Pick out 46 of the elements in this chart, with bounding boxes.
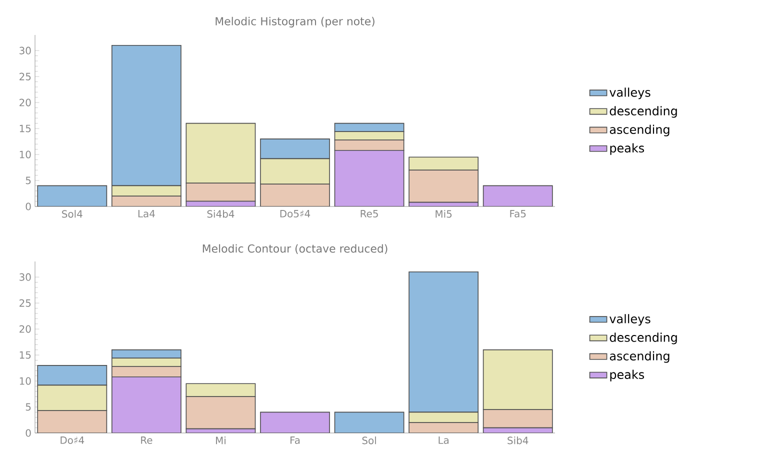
bar [334,150,404,206]
legend-label: descending [610,332,677,344]
y-tick-label: 15 [20,124,31,132]
x-tick-label: Mi5 [436,210,452,218]
bar [334,412,404,433]
chart-title: Melodic Histogram (per note) [216,16,374,28]
bar [260,412,330,433]
x-tick-label: Fa5 [510,210,526,218]
x-tick-label: Re5 [360,210,378,218]
x-tick-label: La [438,436,448,444]
legend-label: ascending [610,351,670,363]
x-tick-label: Re [141,436,152,444]
x-tick-label: Do♯4 [60,436,84,444]
bar [260,138,330,160]
y-tick-label: 0 [26,429,31,437]
bar [482,185,553,206]
legend-label: peaks [610,370,644,382]
x-tick-label: Si4b4 [207,210,234,218]
y-tick-label: 30 [20,273,31,281]
legend-label: valleys [610,314,650,326]
y-tick-label: 25 [20,72,31,80]
legend-label: valleys [610,88,650,100]
bar [334,122,404,132]
y-tick-label: 0 [26,202,31,210]
y-tick-label: 30 [20,46,31,54]
y-tick-label: 5 [26,403,31,411]
y-tick-label: 10 [20,377,31,385]
y-tick-label: 15 [20,351,31,359]
bar [37,185,108,206]
legend-label: descending [610,106,677,118]
chart-title: Melodic Contour (octave reduced) [202,244,388,254]
bar [111,44,182,186]
y-tick-label: 20 [20,325,31,333]
x-tick-label: Fa [290,436,300,444]
y-tick-label: 25 [20,299,31,307]
x-tick-label: La4 [138,210,155,218]
y-tick-label: 20 [20,98,31,106]
legend-label: peaks [610,143,644,155]
legend-label: ascending [610,124,670,136]
x-tick-label: Sib4 [508,436,528,444]
y-tick-label: 10 [20,150,31,158]
y-tick-label: 5 [26,176,31,184]
x-tick-label: Sol4 [62,210,82,218]
x-tick-label: Sol [362,436,376,444]
x-tick-label: Do5♯4 [280,210,310,218]
x-tick-label: Mi [216,436,226,444]
